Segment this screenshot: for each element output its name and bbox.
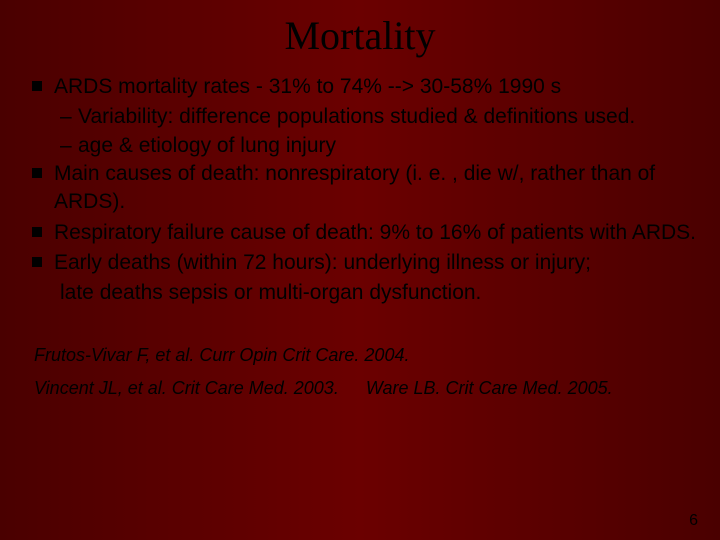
reference-text: Ware LB. Crit Care Med. 2005. — [366, 375, 613, 402]
slide: Mortality ARDS mortality rates - 31% to … — [0, 0, 720, 540]
references: Frutos-Vivar F, et al. Curr Opin Crit Ca… — [32, 342, 696, 402]
square-bullet-icon — [32, 81, 42, 91]
page-number: 6 — [689, 512, 698, 530]
sub-bullet-item: – Variability: difference populations st… — [60, 103, 696, 131]
bullet-item: Main causes of death: nonrespiratory (i.… — [32, 160, 696, 217]
dash-icon: – — [60, 132, 78, 160]
bullet-text: Main causes of death: nonrespiratory (i.… — [54, 160, 696, 217]
bullet-item: Respiratory failure cause of death: 9% t… — [32, 219, 696, 247]
bullet-item: ARDS mortality rates - 31% to 74% --> 30… — [32, 73, 696, 101]
slide-content: ARDS mortality rates - 31% to 74% --> 30… — [20, 73, 700, 402]
bullet-text: Early deaths (within 72 hours): underlyi… — [54, 249, 591, 277]
sub-bullet-item: – age & etiology of lung injury — [60, 132, 696, 160]
reference-line: Vincent JL, et al. Crit Care Med. 2003. … — [34, 375, 696, 402]
sub-bullet-text: Variability: difference populations stud… — [78, 103, 635, 131]
bullet-text: Respiratory failure cause of death: 9% t… — [54, 219, 696, 247]
square-bullet-icon — [32, 168, 42, 178]
continuation-text: late deaths sepsis or multi-organ dysfun… — [60, 279, 696, 307]
bullet-item: Early deaths (within 72 hours): underlyi… — [32, 249, 696, 277]
slide-title: Mortality — [20, 12, 700, 59]
reference-line: Frutos-Vivar F, et al. Curr Opin Crit Ca… — [34, 342, 696, 369]
square-bullet-icon — [32, 227, 42, 237]
square-bullet-icon — [32, 257, 42, 267]
dash-icon: – — [60, 103, 78, 131]
sub-bullet-text: age & etiology of lung injury — [78, 132, 336, 160]
reference-text: Vincent JL, et al. Crit Care Med. 2003. — [34, 378, 339, 398]
bullet-text: ARDS mortality rates - 31% to 74% --> 30… — [54, 73, 561, 101]
